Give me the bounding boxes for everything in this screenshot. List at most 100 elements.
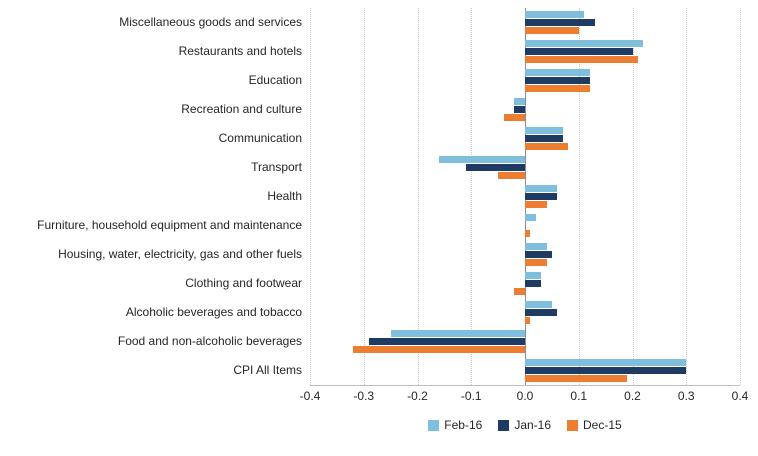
bar-dec-15 bbox=[353, 346, 525, 353]
bar-jan-16 bbox=[525, 77, 590, 84]
bar-group bbox=[310, 182, 740, 211]
bar-group bbox=[310, 124, 740, 153]
bar-feb-16 bbox=[525, 301, 552, 308]
bar-feb-16 bbox=[514, 98, 525, 105]
bar-group bbox=[310, 211, 740, 240]
legend-item-jan-16: Jan-16 bbox=[498, 418, 551, 432]
bar-dec-15 bbox=[525, 259, 547, 266]
chart-rows: Miscellaneous goods and services Restaura… bbox=[0, 8, 758, 385]
bar-jan-16 bbox=[525, 19, 595, 26]
bar-track bbox=[310, 359, 740, 366]
bar-track bbox=[310, 127, 740, 134]
bar-track bbox=[310, 98, 740, 105]
bar-dec-15 bbox=[525, 230, 531, 237]
bar-feb-16 bbox=[525, 272, 542, 279]
legend-swatch-icon bbox=[567, 419, 579, 431]
bar-dec-15 bbox=[525, 317, 531, 324]
bar-dec-15 bbox=[525, 143, 568, 150]
bar-track bbox=[310, 338, 740, 345]
bar-jan-16 bbox=[525, 309, 558, 316]
category-label: Recreation and culture bbox=[181, 102, 302, 116]
bar-track bbox=[310, 19, 740, 26]
bar-track bbox=[310, 164, 740, 171]
category-label: Health bbox=[267, 189, 302, 203]
bar-track bbox=[310, 185, 740, 192]
legend-item-feb-16: Feb-16 bbox=[428, 418, 482, 432]
bar-track bbox=[310, 346, 740, 353]
category-label: Alcoholic beverages and tobacco bbox=[125, 305, 302, 319]
x-tick-label: -0.4 bbox=[299, 389, 321, 403]
bar-group bbox=[310, 95, 740, 124]
bar-feb-16 bbox=[525, 359, 687, 366]
category-label: CPI All Items bbox=[233, 363, 302, 377]
chart-row: Housing, water, electricity, gas and oth… bbox=[0, 240, 758, 269]
bar-feb-16 bbox=[525, 185, 558, 192]
bar-track bbox=[310, 317, 740, 324]
bar-feb-16 bbox=[390, 330, 525, 337]
chart-row: Communication bbox=[0, 124, 758, 153]
bar-track bbox=[310, 156, 740, 163]
bar-jan-16 bbox=[525, 193, 558, 200]
bar-track bbox=[310, 69, 740, 76]
chart-row: Health bbox=[0, 182, 758, 211]
chart-row: Recreation and culture bbox=[0, 95, 758, 124]
bar-group bbox=[310, 269, 740, 298]
legend-item-dec-15: Dec-15 bbox=[567, 418, 622, 432]
bar-track bbox=[310, 243, 740, 250]
bar-group bbox=[310, 37, 740, 66]
bar-track bbox=[310, 309, 740, 316]
bar-track bbox=[310, 40, 740, 47]
bar-track bbox=[310, 77, 740, 84]
bar-group bbox=[310, 8, 740, 37]
bar-track bbox=[310, 222, 740, 229]
bar-track bbox=[310, 193, 740, 200]
bar-feb-16 bbox=[525, 40, 644, 47]
bar-dec-15 bbox=[525, 56, 638, 63]
bar-track bbox=[310, 330, 740, 337]
chart-row: Transport bbox=[0, 153, 758, 182]
bar-track bbox=[310, 172, 740, 179]
bar-track bbox=[310, 201, 740, 208]
bar-track bbox=[310, 288, 740, 295]
bar-jan-16 bbox=[525, 48, 633, 55]
bar-feb-16 bbox=[525, 69, 590, 76]
category-label: Education bbox=[248, 73, 302, 87]
chart-row: Furniture, household equipment and maint… bbox=[0, 211, 758, 240]
category-label: Food and non-alcoholic beverages bbox=[117, 334, 302, 348]
x-tick-label: 0.1 bbox=[570, 389, 588, 403]
bar-track bbox=[310, 230, 740, 237]
plot-region: Miscellaneous goods and services Restaura… bbox=[0, 8, 758, 385]
bar-track bbox=[310, 85, 740, 92]
legend: Feb-16 Jan-16 Dec-15 bbox=[310, 418, 740, 432]
bar-feb-16 bbox=[525, 214, 536, 221]
category-label: Housing, water, electricity, gas and oth… bbox=[58, 247, 302, 261]
bar-dec-15 bbox=[525, 85, 590, 92]
legend-label: Dec-15 bbox=[583, 418, 622, 432]
bar-track bbox=[310, 301, 740, 308]
x-tick-label: 0.2 bbox=[624, 389, 641, 403]
bar-group bbox=[310, 153, 740, 182]
bar-jan-16 bbox=[525, 280, 542, 287]
bar-track bbox=[310, 48, 740, 55]
bar-dec-15 bbox=[525, 201, 547, 208]
chart-row: Food and non-alcoholic beverages bbox=[0, 327, 758, 356]
chart-row: CPI All Items bbox=[0, 356, 758, 385]
bar-track bbox=[310, 56, 740, 63]
category-label: Furniture, household equipment and maint… bbox=[37, 218, 302, 232]
bar-feb-16 bbox=[525, 11, 585, 18]
bar-track bbox=[310, 280, 740, 287]
bar-track bbox=[310, 106, 740, 113]
bar-jan-16 bbox=[525, 135, 563, 142]
bar-track bbox=[310, 11, 740, 18]
bar-track bbox=[310, 259, 740, 266]
bar-jan-16 bbox=[369, 338, 525, 345]
bar-track bbox=[310, 367, 740, 374]
bar-track bbox=[310, 143, 740, 150]
bar-track bbox=[310, 251, 740, 258]
bar-group bbox=[310, 66, 740, 95]
bar-feb-16 bbox=[439, 156, 525, 163]
category-label: Transport bbox=[251, 160, 302, 174]
category-label: Miscellaneous goods and services bbox=[119, 15, 302, 29]
bar-track bbox=[310, 214, 740, 221]
